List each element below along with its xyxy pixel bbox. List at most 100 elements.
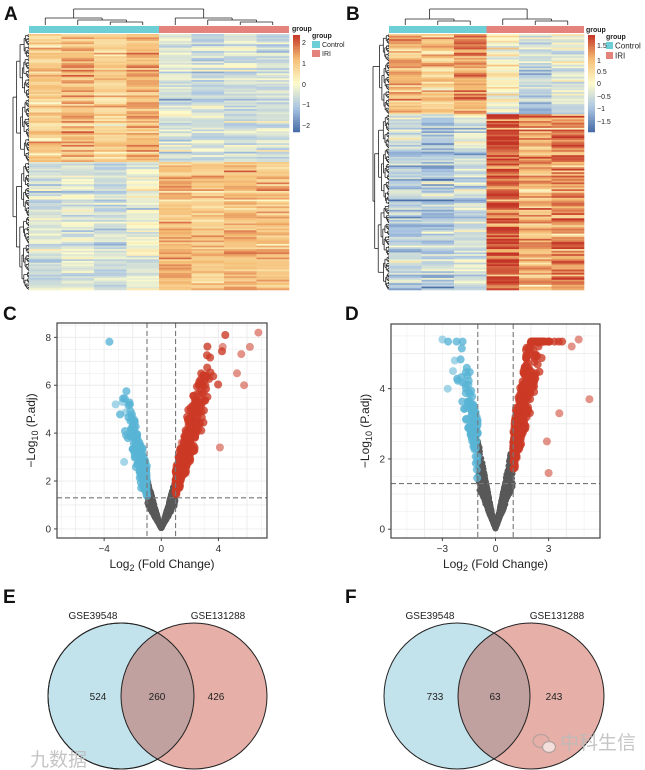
heatmap-cell	[191, 92, 225, 95]
heatmap-cell	[94, 228, 127, 231]
heatmap-cell	[454, 90, 487, 93]
heatmap-cell	[454, 255, 487, 258]
heatmap-cell	[94, 192, 127, 195]
heatmap-cell	[159, 220, 192, 223]
heatmap-cell	[29, 242, 62, 245]
heatmap-cell	[519, 254, 552, 257]
heatmap-cell	[454, 180, 487, 183]
heatmap-cell	[126, 71, 160, 74]
heatmap-cell	[191, 132, 225, 135]
heatmap-cell	[389, 57, 422, 60]
heatmap-cell	[224, 243, 257, 246]
heatmap-cell	[126, 122, 160, 125]
heatmap-cell	[486, 37, 520, 40]
heatmap-cell	[486, 34, 520, 37]
heatmap-cell	[191, 243, 225, 246]
heatmap-cell	[551, 98, 585, 101]
heatmap-cell	[551, 237, 585, 240]
heatmap-cell	[486, 175, 520, 178]
heatmap-cell	[421, 213, 455, 216]
heatmap-cell	[29, 158, 62, 161]
colorbar-segment	[588, 110, 595, 113]
heatmap-cell	[551, 279, 585, 282]
heatmap-cell	[126, 279, 160, 282]
heatmap-cell	[454, 223, 487, 226]
heatmap-cell	[61, 281, 95, 284]
heatmap-cell	[421, 156, 455, 159]
colorbar-segment	[588, 119, 595, 123]
heatmap-cell	[421, 131, 455, 134]
heatmap-cell	[486, 98, 520, 101]
heatmap-cell	[551, 42, 585, 45]
heatmap-cell	[421, 267, 455, 270]
heatmap-cell	[61, 245, 95, 248]
heatmap-cell	[29, 85, 62, 88]
heatmap-cell	[256, 66, 290, 69]
heatmap-cell	[551, 93, 585, 96]
heatmap-cell	[454, 225, 487, 228]
heatmap-cell	[421, 160, 455, 163]
heatmap-cell	[126, 209, 160, 212]
heatmap-cell	[519, 271, 552, 274]
heatmap-cell	[389, 37, 422, 40]
heatmap-cell	[389, 42, 422, 45]
heatmap-cell	[551, 233, 585, 236]
heatmap-cell	[486, 129, 520, 132]
heatmap-cell	[519, 170, 552, 173]
heatmap-cell	[29, 185, 62, 188]
heatmap-cell	[61, 204, 95, 207]
heatmap-cell	[191, 39, 225, 42]
heatmap-cell	[94, 165, 127, 168]
heatmap-cell	[486, 163, 520, 166]
heatmap-cell	[389, 109, 422, 112]
heatmap-cell	[551, 269, 585, 272]
heatmap-cell	[389, 233, 422, 236]
heatmap-cell	[61, 267, 95, 270]
heatmap-cell	[29, 146, 62, 149]
heatmap-cell	[389, 129, 422, 132]
heatmap-cell	[94, 170, 127, 173]
heatmap-cell	[421, 40, 455, 43]
heatmap-cell	[551, 85, 585, 88]
heatmap-cell	[256, 54, 290, 57]
heatmap-cell	[256, 39, 290, 42]
colorbar-segment	[588, 127, 595, 130]
heatmap-cell	[61, 201, 95, 204]
heatmap-cell	[486, 160, 520, 163]
heatmap-cell	[61, 162, 95, 165]
heatmap-cell	[191, 44, 225, 47]
heatmap-cell	[486, 177, 520, 180]
heatmap-cell	[551, 175, 585, 178]
heatmap-cell	[61, 158, 95, 161]
heatmap-cell	[486, 68, 520, 71]
heatmap-cell	[126, 131, 160, 134]
heatmap-cell	[454, 134, 487, 137]
heatmap-cell	[256, 35, 290, 38]
heatmap-cell	[389, 170, 422, 173]
heatmap-cell	[256, 127, 290, 130]
heatmap-cell	[94, 204, 127, 207]
heatmap-cell	[389, 143, 422, 146]
heatmap-cell	[519, 40, 552, 43]
heatmap-cell	[224, 57, 257, 60]
heatmap-cell	[61, 68, 95, 71]
heatmap-cell	[224, 249, 257, 252]
colorbar-segment	[588, 35, 595, 38]
heatmap-cell	[551, 68, 585, 71]
heatmap-cell	[486, 158, 520, 161]
heatmap-cell	[94, 134, 127, 137]
heatmap-cell	[486, 153, 520, 156]
heatmap-cell	[126, 144, 160, 147]
heatmap-cell	[486, 42, 520, 45]
heatmap-cell	[256, 83, 290, 86]
heatmap-cell	[61, 196, 95, 199]
heatmap-cell	[389, 165, 422, 168]
heatmap-cell	[191, 194, 225, 197]
heatmap-cell	[126, 173, 160, 176]
heatmap-cell	[486, 255, 520, 258]
heatmap-cell	[256, 286, 290, 289]
heatmap-cell	[61, 126, 95, 129]
colorbar-segment	[588, 100, 595, 104]
heatmap-cell	[454, 267, 487, 270]
heatmap-cell	[29, 76, 62, 79]
